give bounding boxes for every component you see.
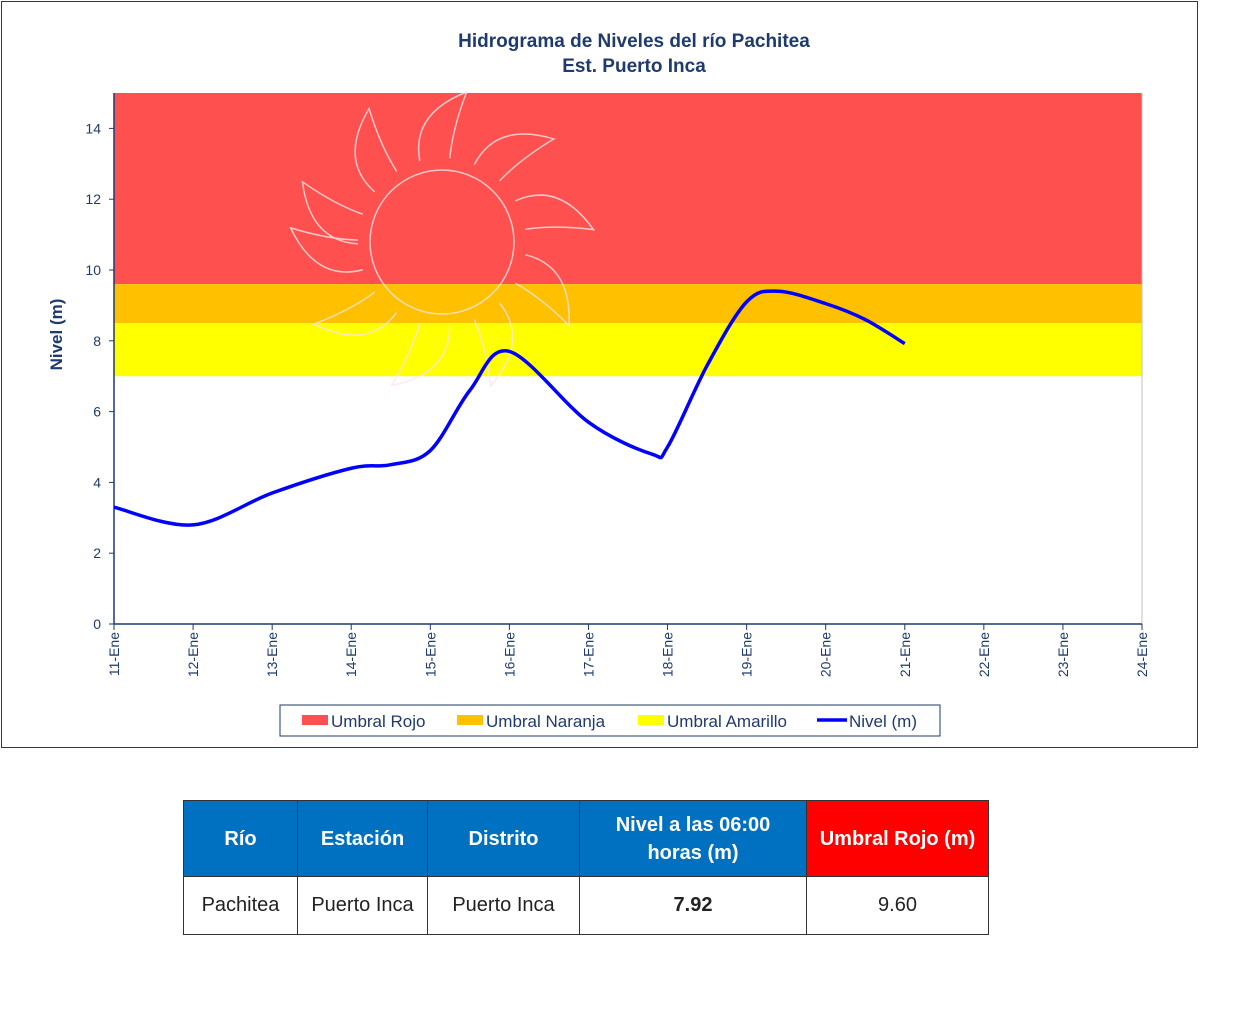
x-tick-label: 18-Ene [660, 632, 676, 677]
table-header-row: Río Estación Distrito Nivel a las 06:00 … [183, 800, 989, 877]
y-axis-label: Nivel (m) [47, 299, 66, 371]
x-tick-label: 17-Ene [580, 632, 596, 677]
x-tick-label: 14-Ene [343, 632, 359, 677]
band-umbral-naranja [114, 284, 1142, 324]
cell-umbral-rojo: 9.60 [806, 876, 989, 935]
cell-nivel: 7.92 [579, 876, 807, 935]
x-tick-label: 23-Ene [1055, 632, 1071, 677]
header-rio: Río [183, 800, 298, 877]
x-tick-label: 22-Ene [976, 632, 992, 677]
band-umbral-amarillo [114, 323, 1142, 377]
header-estacion: Estación [297, 800, 428, 877]
cell-rio: Pachitea [183, 876, 298, 935]
cell-distrito: Puerto Inca [427, 876, 580, 935]
header-umbral-rojo: Umbral Rojo (m) [806, 800, 989, 877]
legend-label: Nivel (m) [849, 712, 917, 731]
y-tick-label: 6 [93, 404, 101, 420]
y-tick-label: 0 [93, 616, 101, 632]
x-tick-label: 20-Ene [818, 632, 834, 677]
legend-label: Umbral Rojo [331, 712, 425, 731]
x-tick-label: 19-Ene [739, 632, 755, 677]
y-tick-label: 4 [93, 474, 101, 490]
header-distrito: Distrito [427, 800, 580, 877]
y-tick-label: 12 [85, 191, 101, 207]
y-tick-label: 2 [93, 545, 101, 561]
y-tick-label: 8 [93, 333, 101, 349]
chart-frame: Hidrograma de Niveles del río Pachitea Es… [1, 1, 1198, 748]
header-nivel: Nivel a las 06:00 horas (m) [579, 800, 807, 877]
y-tick-label: 10 [85, 262, 101, 278]
x-tick-label: 12-Ene [185, 632, 201, 677]
x-tick-label: 11-Ene [106, 632, 122, 676]
chart-title: Hidrograma de Niveles del río Pachitea [458, 31, 810, 52]
cell-estacion: Puerto Inca [297, 876, 428, 935]
series-line-nivel [113, 289, 906, 527]
y-tick-label: 14 [85, 120, 101, 136]
x-tick-label: 24-Ene [1134, 632, 1150, 677]
summary-table: Río Estación Distrito Nivel a las 06:00 … [183, 800, 989, 935]
sun-watermark-icon [289, 90, 596, 388]
x-tick-label: 13-Ene [264, 632, 280, 677]
x-tick-label: 16-Ene [501, 632, 517, 677]
chart-subtitle: Est. Puerto Inca [562, 56, 706, 77]
x-tick-label: 15-Ene [422, 632, 438, 677]
x-tick-label: 21-Ene [897, 632, 913, 677]
legend-label: Umbral Amarillo [667, 712, 787, 731]
legend-label: Umbral Naranja [486, 712, 606, 731]
table-row: Pachitea Puerto Inca Puerto Inca 7.92 9.… [183, 876, 989, 935]
band-umbral-rojo [114, 93, 1142, 285]
legend-swatch [638, 715, 664, 725]
legend-swatch [457, 715, 483, 725]
hydrograph-chart: Hidrograma de Niveles del río Pachitea Es… [47, 31, 1150, 737]
legend-swatch [302, 715, 328, 725]
